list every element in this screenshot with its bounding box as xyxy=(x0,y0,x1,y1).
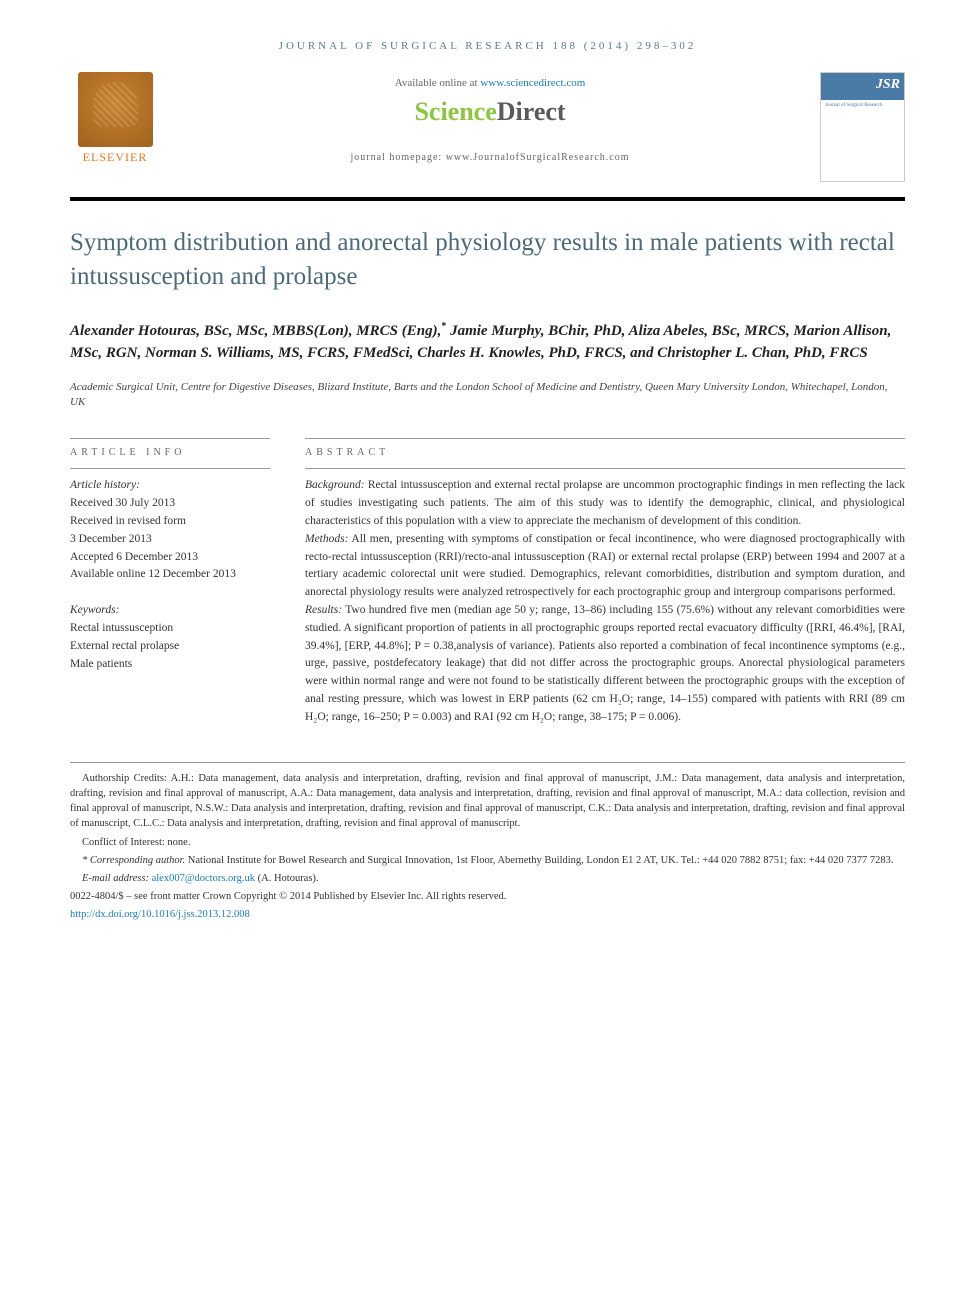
author[interactable]: Christopher L. Chan, PhD, FRCS xyxy=(657,345,868,361)
article-info-label: ARTICLE INFO xyxy=(70,447,270,458)
revised-line2: 3 December 2013 xyxy=(70,531,270,549)
accepted-date: Accepted 6 December 2013 xyxy=(70,549,270,567)
author[interactable]: Aliza Abeles, BSc, MRCS, xyxy=(629,323,790,339)
doi-line: http://dx.doi.org/10.1016/j.jss.2013.12.… xyxy=(70,907,905,922)
copyright-line: 0022-4804/$ – see front matter Crown Cop… xyxy=(70,889,905,904)
author-and: and xyxy=(630,345,653,361)
abstract-rule-top xyxy=(305,438,905,439)
email-label: E-mail address: xyxy=(82,873,152,884)
abstract-column: ABSTRACT Background: Rectal intussuscept… xyxy=(305,430,905,726)
affiliation: Academic Surgical Unit, Centre for Diges… xyxy=(70,380,905,411)
results-text: Two hundred five men (median age 50 y; r… xyxy=(305,604,905,723)
author[interactable]: Norman S. Williams, MS, FCRS, FMedSci, xyxy=(145,345,413,361)
online-date: Available online 12 December 2013 xyxy=(70,566,270,584)
homepage-url[interactable]: www.JournalofSurgicalResearch.com xyxy=(446,152,630,163)
abstract-body: Background: Rectal intussusception and e… xyxy=(305,477,905,726)
masthead: ELSEVIER Available online at www.science… xyxy=(70,72,905,182)
conflict-of-interest: Conflict of Interest: none. xyxy=(70,835,905,850)
elsevier-label: ELSEVIER xyxy=(70,150,160,165)
cover-subtitle: Journal of Surgical Research xyxy=(825,103,900,108)
methods-label: Methods: xyxy=(305,533,348,545)
received-date: Received 30 July 2013 xyxy=(70,495,270,513)
corresponding-author: * Corresponding author. National Institu… xyxy=(70,853,905,868)
article-history: Article history: Received 30 July 2013 R… xyxy=(70,477,270,584)
elsevier-tree-icon xyxy=(78,72,153,147)
corresponding-marker: * xyxy=(441,321,446,332)
masthead-center: Available online at www.sciencedirect.co… xyxy=(160,72,820,163)
abstract-rule-mid xyxy=(305,468,905,469)
revised-line1: Received in revised form xyxy=(70,513,270,531)
sciencedirect-link[interactable]: www.sciencedirect.com xyxy=(480,77,585,89)
keyword[interactable]: Male patients xyxy=(70,656,270,674)
background-label: Background: xyxy=(305,479,365,491)
methods-text: All men, presenting with symptoms of con… xyxy=(305,533,905,598)
info-rule-mid xyxy=(70,468,270,469)
info-rule-top xyxy=(70,438,270,439)
doi-link[interactable]: http://dx.doi.org/10.1016/j.jss.2013.12.… xyxy=(70,909,250,920)
available-online: Available online at www.sciencedirect.co… xyxy=(160,77,820,89)
keywords-heading: Keywords: xyxy=(70,602,270,620)
abstract-label: ABSTRACT xyxy=(305,447,905,458)
info-abstract-row: ARTICLE INFO Article history: Received 3… xyxy=(70,430,905,726)
sciencedirect-logo[interactable]: ScienceDirect xyxy=(160,97,820,127)
elsevier-logo-block[interactable]: ELSEVIER xyxy=(70,72,160,165)
homepage-prefix: journal homepage: xyxy=(351,152,446,163)
journal-citation: JOURNAL OF SURGICAL RESEARCH 188 (2014) … xyxy=(70,40,905,52)
available-prefix: Available online at xyxy=(395,77,481,89)
corr-label: * Corresponding author. xyxy=(82,855,185,866)
sd-direct: Direct xyxy=(497,97,566,126)
email-suffix: (A. Hotouras). xyxy=(255,873,319,884)
divider-rule xyxy=(70,197,905,201)
background-text: Rectal intussusception and external rect… xyxy=(305,479,905,527)
keyword[interactable]: Rectal intussusception xyxy=(70,620,270,638)
sd-science: Science xyxy=(414,97,496,126)
article-title: Symptom distribution and anorectal physi… xyxy=(70,226,905,294)
email-line: E-mail address: alex007@doctors.org.uk (… xyxy=(70,871,905,886)
article-info-column: ARTICLE INFO Article history: Received 3… xyxy=(70,430,270,726)
history-heading: Article history: xyxy=(70,477,270,495)
footnotes: Authorship Credits: A.H.: Data managemen… xyxy=(70,762,905,923)
article-page: JOURNAL OF SURGICAL RESEARCH 188 (2014) … xyxy=(0,0,975,966)
author[interactable]: Jamie Murphy, BChir, PhD, xyxy=(450,323,625,339)
email-link[interactable]: alex007@doctors.org.uk xyxy=(152,873,255,884)
authorship-credits: Authorship Credits: A.H.: Data managemen… xyxy=(70,771,905,832)
author[interactable]: Charles H. Knowles, PhD, FRCS, xyxy=(417,345,626,361)
author-list: Alexander Hotouras, BSc, MSc, MBBS(Lon),… xyxy=(70,319,905,365)
corr-text: National Institute for Bowel Research an… xyxy=(185,855,893,866)
keyword[interactable]: External rectal prolapse xyxy=(70,638,270,656)
results-label: Results: xyxy=(305,604,342,616)
keywords-block: Keywords: Rectal intussusception Externa… xyxy=(70,602,270,673)
author[interactable]: Alexander Hotouras, BSc, MSc, MBBS(Lon),… xyxy=(70,323,441,339)
journal-homepage: journal homepage: www.JournalofSurgicalR… xyxy=(160,152,820,163)
cover-title: JSR xyxy=(876,77,900,93)
journal-cover-thumbnail[interactable]: JSR Journal of Surgical Research xyxy=(820,72,905,182)
